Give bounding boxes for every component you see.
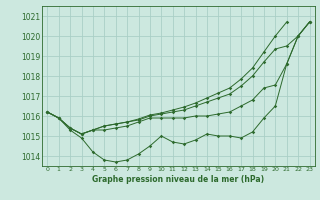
X-axis label: Graphe pression niveau de la mer (hPa): Graphe pression niveau de la mer (hPa): [92, 175, 264, 184]
